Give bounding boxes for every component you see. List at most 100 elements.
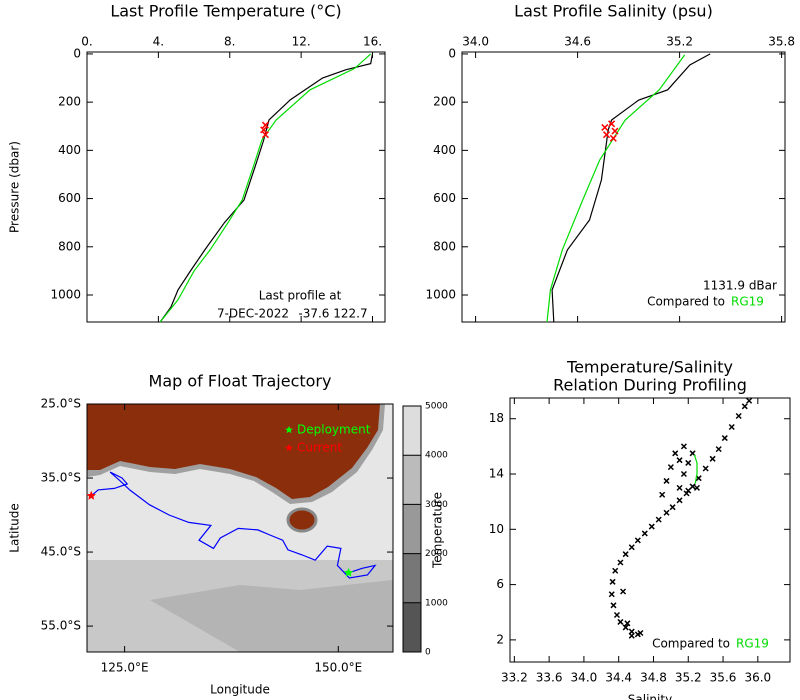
- chart-title: Last Profile Salinity (psu): [514, 2, 713, 21]
- colorbar-label: 3000: [425, 500, 448, 510]
- colorbar-label: 4000: [425, 451, 448, 461]
- annotation: Last profile at: [259, 289, 342, 303]
- data-point: [620, 588, 627, 595]
- y-tick-label: 200: [433, 95, 456, 109]
- y-tick-label: 1000: [425, 288, 456, 302]
- y-tick-label: 35.0°S: [41, 471, 81, 485]
- y-tick-label: 800: [58, 239, 81, 253]
- x-tick-label: 34.0: [462, 35, 489, 49]
- data-point: [609, 578, 616, 585]
- data-point: [672, 450, 679, 457]
- y-tick-label: 0: [448, 46, 456, 60]
- data-point: [617, 559, 624, 566]
- annotation: 7-DEC-2022: [217, 307, 289, 321]
- data-point: [680, 443, 687, 450]
- data-point: [617, 618, 624, 625]
- deep-ocean: [150, 580, 393, 652]
- profile-line: [159, 53, 372, 323]
- y-tick-label: 14: [489, 467, 504, 481]
- colorbar-frame: [402, 405, 422, 653]
- x-tick-label: 0.: [81, 35, 92, 49]
- data-point: [260, 126, 268, 134]
- legend-label: Current: [297, 441, 342, 455]
- colorbar-band: [403, 504, 421, 554]
- y-tick-label: 0: [73, 46, 81, 60]
- data-line: [693, 454, 698, 484]
- y-tick-label: 400: [433, 143, 456, 157]
- land: [87, 404, 380, 499]
- data-point: [608, 120, 616, 128]
- reference-label: Compared to: [652, 637, 730, 651]
- data-point: [610, 602, 617, 609]
- plot-frame: [509, 397, 791, 663]
- data-point: [622, 551, 629, 558]
- data-point: [676, 457, 683, 464]
- x-tick-label: 33.2: [501, 671, 528, 685]
- map-background: [87, 404, 393, 652]
- data-point: [637, 629, 644, 637]
- data-point: [261, 121, 269, 129]
- data-point: [648, 523, 655, 530]
- data-point: [608, 591, 615, 598]
- legend-symbol: [285, 444, 293, 452]
- y-tick-label: 800: [433, 239, 456, 253]
- marker: [343, 567, 354, 577]
- data-point: [685, 487, 692, 494]
- data-point: [709, 455, 716, 462]
- data-point: [655, 516, 662, 523]
- x-tick-label: 35.6: [710, 671, 737, 685]
- x-tick-label: 125.0°E: [101, 661, 149, 675]
- data-point: [663, 509, 670, 516]
- data-point: [676, 484, 683, 491]
- colorbar-band: [403, 406, 421, 456]
- data-point: [689, 483, 696, 490]
- colorbar-band: [403, 602, 421, 652]
- data-point: [728, 423, 735, 431]
- data-point: [622, 624, 629, 631]
- data-point: [612, 567, 619, 574]
- y-tick-label: 1000: [50, 288, 81, 302]
- x-tick-label: 35.2: [666, 35, 693, 49]
- colorbar-label: 2000: [425, 549, 448, 559]
- y-tick-label: 18: [489, 411, 504, 425]
- colorbar-band: [403, 553, 421, 603]
- data-point: [702, 465, 709, 472]
- marker: [86, 490, 96, 500]
- data-point: [667, 464, 674, 471]
- y-axis-label: Temperature: [431, 492, 445, 569]
- y-tick-label: 600: [58, 191, 81, 205]
- data-point: [634, 537, 641, 544]
- data-point: [659, 491, 666, 498]
- data-point: [746, 397, 753, 404]
- x-tick-label: 4.: [153, 35, 164, 49]
- data-point: [693, 484, 700, 491]
- x-tick-label: 8.: [224, 35, 235, 49]
- chart-title: Last Profile Temperature (°C): [110, 2, 341, 21]
- data-point: [601, 123, 609, 131]
- y-tick-label: 200: [58, 95, 81, 109]
- chart-title: Relation During Profiling: [553, 376, 747, 395]
- y-tick-label: 600: [433, 191, 456, 205]
- data-point: [721, 435, 728, 442]
- data-point: [735, 412, 742, 419]
- colorbar-label: 1000: [425, 598, 448, 608]
- plot-frame: [86, 51, 386, 323]
- y-tick-label: 6: [496, 577, 504, 591]
- profile-line: [546, 54, 686, 323]
- x-tick-label: 34.4: [605, 671, 632, 685]
- y-tick-label: 25.0°S: [41, 397, 81, 411]
- y-axis-label: Latitude: [8, 503, 22, 552]
- data-point: [715, 446, 722, 453]
- x-tick-label: 34.0: [571, 671, 598, 685]
- data-point: [602, 131, 611, 139]
- data-point: [741, 403, 748, 410]
- data-point: [628, 544, 635, 551]
- data-point: [663, 477, 670, 484]
- x-axis-label: Longitude: [210, 683, 270, 697]
- reference-name: RG19: [736, 637, 769, 651]
- data-point: [669, 504, 676, 511]
- data-point: [611, 127, 619, 135]
- profile-line: [551, 53, 711, 323]
- tasmania: [286, 507, 318, 533]
